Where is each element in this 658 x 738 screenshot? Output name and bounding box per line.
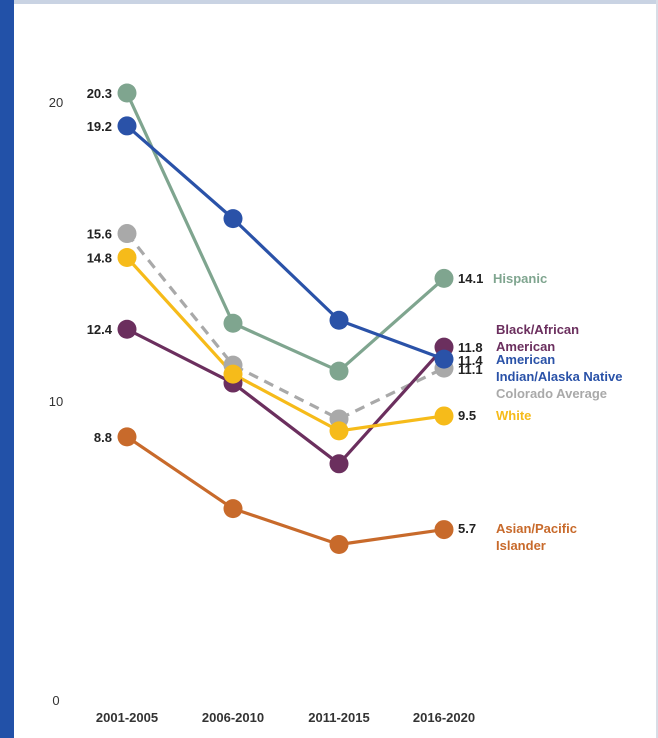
series-line-asian	[126, 435, 445, 547]
series-label-black: Black/African	[496, 322, 579, 337]
series-line-aian	[125, 124, 445, 361]
data-label-end-white: 9.5	[458, 408, 476, 423]
data-point-hispanic	[434, 268, 454, 288]
data-point-hispanic	[223, 313, 243, 333]
series-label-colorado: Colorado Average	[496, 386, 607, 401]
data-point-aian	[434, 349, 454, 369]
x-tick-label: 2011-2015	[308, 710, 369, 725]
series-points	[117, 83, 454, 555]
data-label-end-asian: 5.7	[458, 521, 476, 536]
x-tick-label: 2006-2010	[202, 710, 264, 725]
data-label-end-black: 11.8	[458, 340, 483, 355]
series-lines	[125, 92, 446, 547]
data-point-white	[434, 406, 454, 426]
data-label-start-colorado: 15.6	[87, 227, 112, 242]
data-point-asian	[117, 427, 137, 447]
data-point-black	[329, 454, 349, 474]
series-line-hispanic	[125, 92, 446, 373]
data-label-end-aian: 11.4	[458, 353, 483, 368]
data-label-start-aian: 19.2	[87, 119, 112, 134]
data-point-hispanic	[117, 83, 137, 103]
top-border	[0, 0, 658, 4]
data-point-aian	[329, 310, 349, 330]
y-tick-label: 0	[52, 693, 59, 708]
series-labels: Colorado Average Asian/Pacific Islander Bla…	[493, 271, 622, 553]
x-tick-label: 2016-2020	[413, 710, 475, 725]
series-label-black: American	[496, 339, 555, 354]
data-point-asian	[223, 499, 243, 519]
x-axis: 2001-2005 2006-2010 2011-2015 2016-2020	[96, 710, 475, 725]
data-point-colorado	[117, 224, 137, 244]
series-line-white	[125, 256, 445, 433]
data-point-asian	[329, 535, 349, 555]
data-label-start-black: 12.4	[87, 322, 113, 337]
data-point-hispanic	[329, 361, 349, 381]
data-label-start-asian: 8.8	[94, 430, 112, 445]
y-axis: 0 10 20	[49, 95, 63, 708]
series-label-asian: Asian/Pacific	[496, 521, 577, 536]
x-tick-label: 2001-2005	[96, 710, 158, 725]
data-point-white	[117, 247, 137, 267]
series-label-aian: Indian/Alaska Native	[496, 369, 622, 384]
data-labels: 15.6 11.1 8.8 5.7 12.4 11.8 14.8 9.5 20.3 14.1 19.…	[87, 86, 484, 536]
data-point-aian	[223, 209, 243, 229]
data-label-end-hispanic: 14.1	[458, 271, 483, 286]
left-accent-bar	[0, 0, 14, 738]
y-tick-label: 10	[49, 394, 63, 409]
series-line-colorado	[125, 232, 445, 421]
series-label-white: White	[496, 408, 531, 423]
series-label-aian: American	[496, 352, 555, 367]
data-point-white	[223, 364, 243, 384]
y-tick-label: 20	[49, 95, 63, 110]
series-label-hispanic: Hispanic	[493, 271, 547, 286]
data-point-asian	[434, 520, 454, 540]
series-label-asian: Islander	[496, 538, 546, 553]
data-point-aian	[117, 116, 137, 136]
series-line-black	[126, 327, 446, 466]
right-border	[656, 0, 658, 738]
data-label-start-white: 14.8	[87, 250, 112, 265]
data-label-start-hispanic: 20.3	[87, 86, 112, 101]
data-label-end-colorado: 11.1	[458, 362, 483, 377]
data-point-black	[117, 319, 137, 339]
data-point-white	[329, 421, 349, 441]
